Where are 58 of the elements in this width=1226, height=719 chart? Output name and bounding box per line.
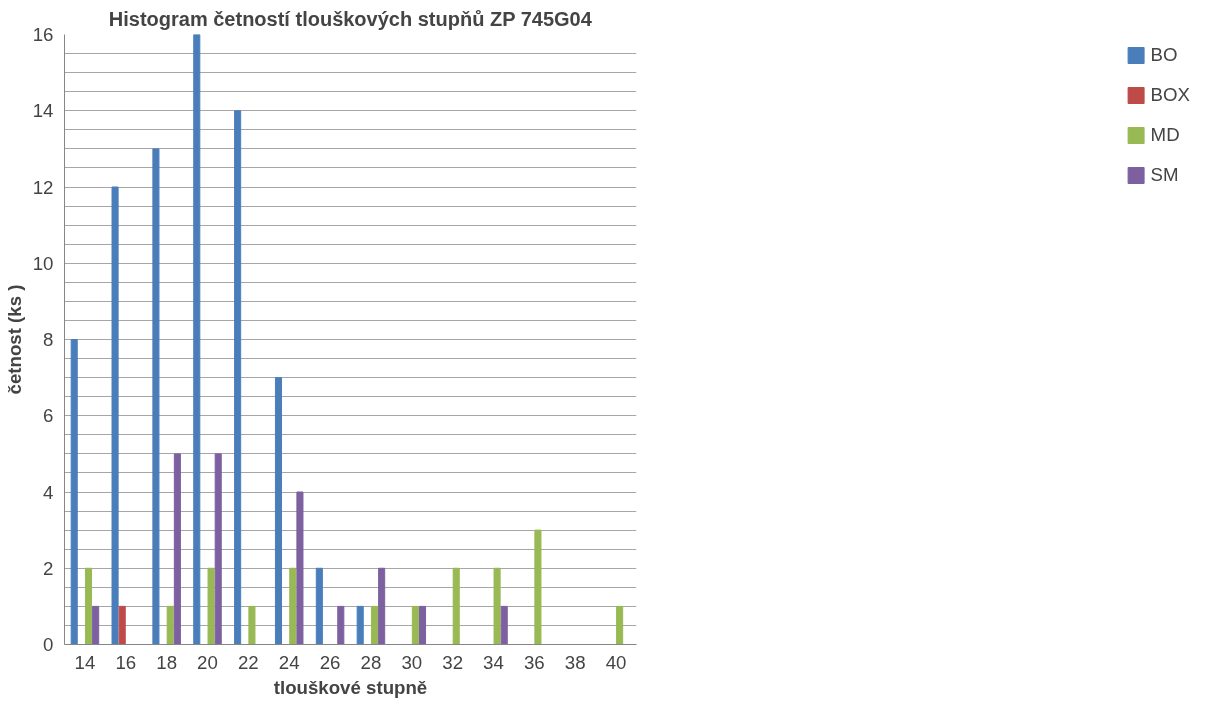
legend-label: SM xyxy=(1150,164,1179,186)
bar xyxy=(166,605,174,645)
x-tick-label: 18 xyxy=(156,651,178,673)
legend-label: BOX xyxy=(1150,84,1190,106)
x-tick-label: 30 xyxy=(401,651,423,673)
bar xyxy=(418,605,427,645)
y-tick-label: 16 xyxy=(32,24,54,45)
bar xyxy=(315,567,323,645)
y-tick-label: 14 xyxy=(32,100,54,122)
x-tick-label: 36 xyxy=(523,651,545,673)
legend-label: BO xyxy=(1150,44,1178,66)
y-tick-label: 10 xyxy=(32,252,54,274)
x-tick-label: 32 xyxy=(442,651,464,673)
x-tick-label: 38 xyxy=(564,651,586,673)
bar xyxy=(356,605,364,645)
y-axis-title: četnost (ks ) xyxy=(3,284,25,395)
y-tick-label: 4 xyxy=(43,481,54,503)
y-tick-label: 8 xyxy=(43,329,54,350)
x-tick-label: 26 xyxy=(319,651,341,673)
y-tick-label: 12 xyxy=(32,176,54,198)
x-tick-label: 16 xyxy=(115,651,137,673)
bar xyxy=(500,605,508,645)
bar xyxy=(234,110,242,645)
bar xyxy=(193,34,201,645)
x-tick-label: 40 xyxy=(605,651,627,673)
bar xyxy=(534,529,542,645)
x-tick-label: 34 xyxy=(483,651,504,673)
x-tick-label: 28 xyxy=(360,651,382,673)
x-tick-label: 14 xyxy=(74,651,96,673)
bar xyxy=(111,186,119,645)
bar xyxy=(92,605,100,645)
bar xyxy=(296,491,304,645)
bar xyxy=(337,605,345,645)
y-tick-label: 6 xyxy=(43,405,54,427)
bar xyxy=(84,567,93,645)
bar xyxy=(452,567,460,645)
bar xyxy=(411,605,419,645)
y-tick-label: 2 xyxy=(43,557,54,579)
bar xyxy=(274,377,283,645)
x-tick-label: 20 xyxy=(197,651,218,673)
bar xyxy=(173,453,181,645)
bar xyxy=(248,605,256,645)
bar xyxy=(289,567,297,645)
bar xyxy=(493,567,501,645)
chart-title: Histogram četností tlouškových stupňů ZP 745G04 xyxy=(108,7,593,30)
x-tick-label: 22 xyxy=(237,651,259,673)
y-tick-label: 0 xyxy=(43,634,54,655)
bar xyxy=(152,148,160,645)
bar xyxy=(214,453,222,645)
bar xyxy=(70,339,78,645)
bar xyxy=(378,567,386,645)
bar xyxy=(118,605,126,645)
bar xyxy=(207,567,215,645)
legend-label: MD xyxy=(1150,124,1180,146)
bar xyxy=(616,605,624,645)
x-axis-title: tlouškové stupně xyxy=(273,676,428,698)
x-tick-label: 24 xyxy=(278,651,300,673)
bar xyxy=(370,605,379,645)
